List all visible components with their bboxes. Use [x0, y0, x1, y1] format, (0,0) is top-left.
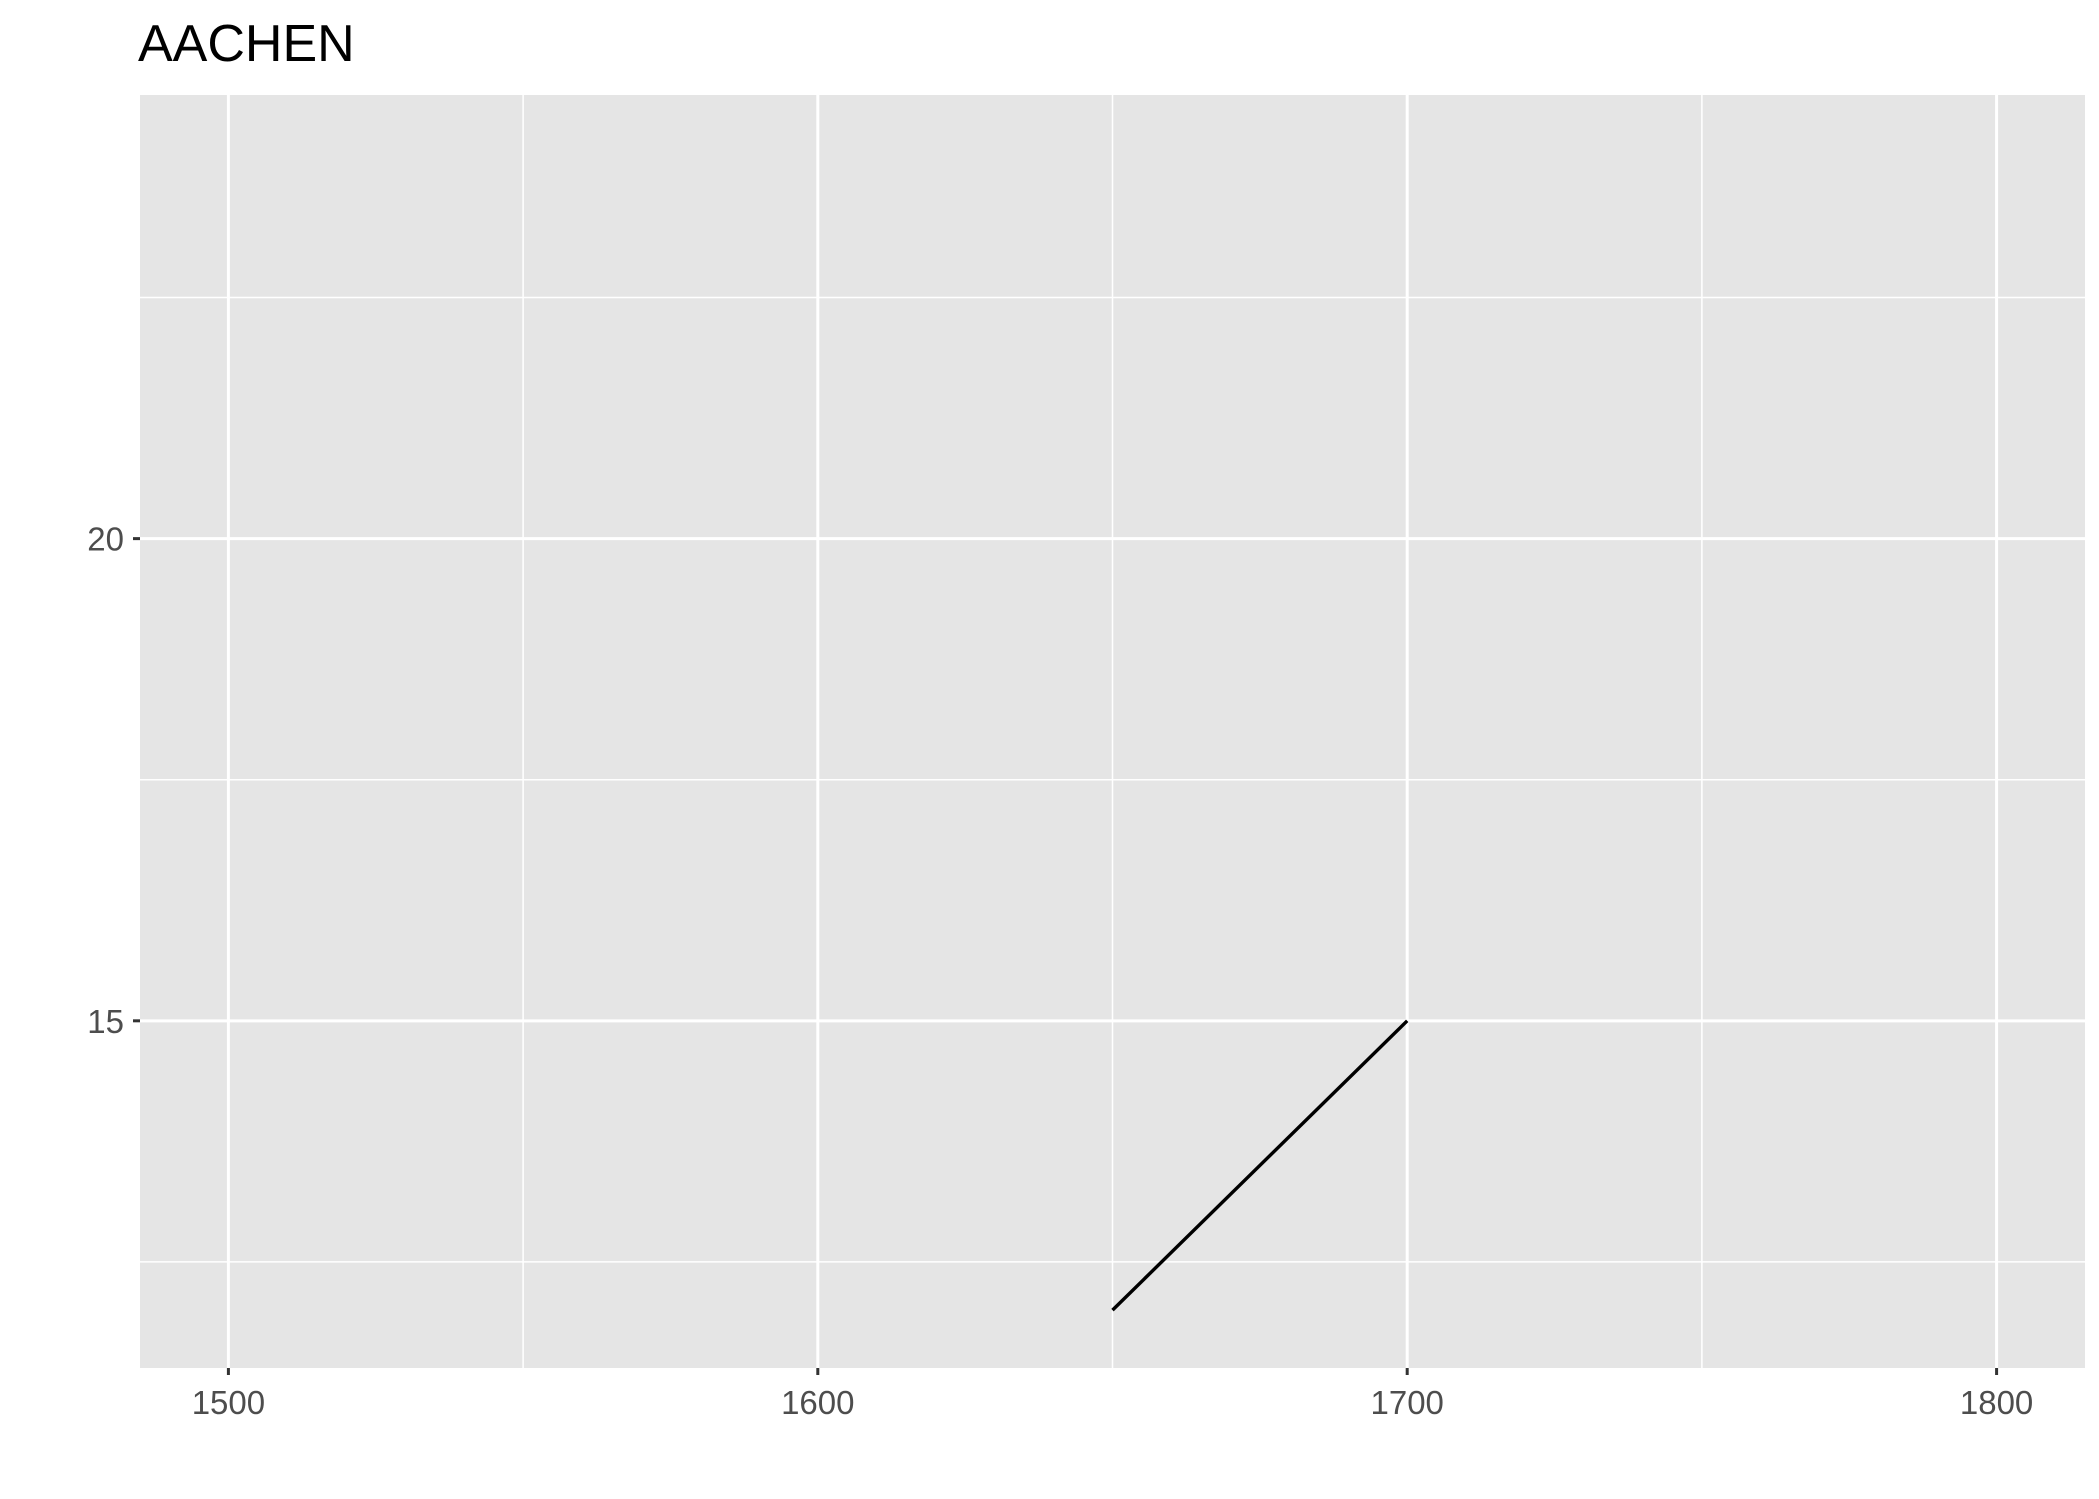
major-gridlines — [140, 95, 2085, 1368]
chart-title: AACHEN — [138, 15, 355, 73]
x-tick-label: 1600 — [781, 1384, 854, 1421]
x-tick-label: 1700 — [1370, 1384, 1443, 1421]
x-tick-label: 1800 — [1960, 1384, 2033, 1421]
x-axis: 1500 1600 1700 1800 — [192, 1368, 2033, 1421]
y-tick-label: 20 — [87, 521, 124, 558]
minor-gridlines — [140, 95, 2085, 1368]
x-tick-label: 1500 — [192, 1384, 265, 1421]
data-series — [1111, 1019, 1409, 1312]
y-tick-label: 15 — [87, 1003, 124, 1040]
series-line — [1111, 1019, 1409, 1312]
